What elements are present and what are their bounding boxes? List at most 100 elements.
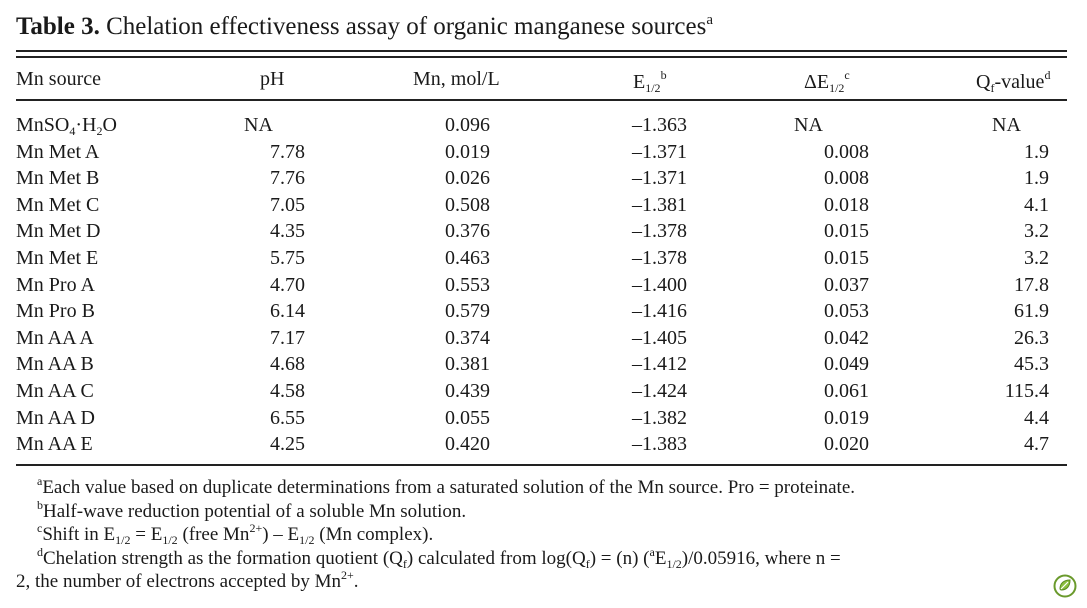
- cell-mn-mol: 0.096: [445, 114, 490, 136]
- cell-qf-value: 115.4: [1004, 379, 1049, 402]
- cell-qf-value: 3.2: [1024, 220, 1049, 243]
- cell-delta-e12: 0.008: [824, 140, 869, 163]
- cell-mn-source: Mn Met B: [16, 167, 100, 190]
- cell-delta-e12: 0.061: [824, 379, 869, 402]
- cell-mn-mol: 0.420: [445, 433, 490, 456]
- column-header-mn-mol: Mn, mol/L: [413, 68, 500, 90]
- cell-mn-mol: 0.055: [445, 406, 490, 429]
- cell-ph: 4.58: [270, 379, 305, 402]
- cell-mn-source: Mn AA B: [16, 353, 94, 376]
- column-header-mn-source: Mn source: [16, 68, 101, 90]
- table-row: Mn AA D 6.55 0.055 –1.382 0.019 4.4: [16, 405, 1049, 432]
- cell-mn-source: Mn Met C: [16, 193, 100, 216]
- cell-delta-e12: 0.019: [824, 406, 869, 429]
- cell-delta-e12: NA: [794, 114, 823, 136]
- cell-mn-mol: 0.553: [445, 273, 490, 296]
- column-header-ph: pH: [260, 68, 285, 90]
- cell-mn-source: MnSO4·H2O: [16, 114, 117, 138]
- cell-e12: –1.378: [632, 246, 687, 269]
- cell-mn-mol: 0.381: [445, 353, 490, 376]
- footnote-a: aEach value based on duplicate determina…: [37, 474, 856, 498]
- cell-e12: –1.378: [632, 220, 687, 243]
- cell-ph: 4.35: [270, 220, 305, 243]
- table-title-text: Chelation effectiveness assay of organic…: [106, 13, 707, 40]
- cell-ph: 6.55: [270, 406, 305, 429]
- cell-mn-source: Mn AA D: [16, 406, 95, 429]
- cell-ph: 5.75: [270, 246, 305, 269]
- cell-mn-mol: 0.579: [445, 300, 490, 323]
- top-double-rule-lower: [16, 56, 1067, 58]
- cell-ph: 7.78: [270, 140, 305, 163]
- footnote-d: dChelation strength as the formation quo…: [37, 544, 841, 571]
- table-row: Mn Met E 5.75 0.463 –1.378 0.015 3.2: [16, 245, 1049, 272]
- cell-mn-mol: 0.374: [445, 326, 490, 349]
- cell-qf-value: 61.9: [1014, 300, 1049, 323]
- cell-mn-source: Mn AA A: [16, 326, 94, 349]
- cell-delta-e12: 0.042: [824, 326, 869, 349]
- cell-mn-source: Mn AA C: [16, 379, 94, 402]
- cell-qf-value: 45.3: [1014, 353, 1049, 376]
- table-row: Mn AA A 7.17 0.374 –1.405 0.042 26.3: [16, 325, 1049, 352]
- table-row: Mn Met D 4.35 0.376 –1.378 0.015 3.2: [16, 218, 1049, 245]
- cell-qf-value: 1.9: [1024, 140, 1049, 163]
- cell-e12: –1.383: [632, 433, 687, 456]
- cell-ph: 7.76: [270, 167, 305, 190]
- cell-ph: 7.17: [270, 326, 305, 349]
- table-row: Mn AA B 4.68 0.381 –1.412 0.049 45.3: [16, 351, 1049, 378]
- cell-delta-e12: 0.020: [824, 433, 869, 456]
- cell-qf-value: 4.1: [1024, 193, 1049, 216]
- cell-ph: 4.25: [270, 433, 305, 456]
- cell-delta-e12: 0.018: [824, 193, 869, 216]
- leaf-badge-icon: [1053, 574, 1077, 598]
- table-row: Mn AA C 4.58 0.439 –1.424 0.061 115.4: [16, 378, 1049, 405]
- table-row: Mn AA E 4.25 0.420 –1.383 0.020 4.7: [16, 431, 1049, 458]
- cell-ph: NA: [244, 114, 273, 136]
- column-header-e12: E1/2b: [633, 68, 667, 95]
- table-row: MnSO4·H2O NA 0.096 –1.363 NA NA: [16, 112, 1049, 139]
- table-row: Mn Met A 7.78 0.019 –1.371 0.008 1.9: [16, 139, 1049, 166]
- cell-qf-value: 26.3: [1014, 326, 1049, 349]
- cell-qf-value: 17.8: [1014, 273, 1049, 296]
- table-title: Table 3. Chelation effectiveness assay o…: [16, 12, 713, 41]
- cell-ph: 7.05: [270, 193, 305, 216]
- cell-mn-source: Mn Met D: [16, 220, 101, 243]
- cell-e12: –1.412: [632, 353, 687, 376]
- cell-e12: –1.363: [632, 114, 687, 136]
- cell-e12: –1.416: [632, 300, 687, 323]
- cell-delta-e12: 0.037: [824, 273, 869, 296]
- cell-delta-e12: 0.053: [824, 300, 869, 323]
- cell-qf-value: 4.7: [1024, 433, 1049, 456]
- cell-e12: –1.424: [632, 379, 687, 402]
- cell-qf-value: 3.2: [1024, 246, 1049, 269]
- column-header-qf-value: Qf-valued: [976, 68, 1051, 95]
- cell-ph: 4.68: [270, 353, 305, 376]
- cell-mn-source: Mn Pro A: [16, 273, 95, 296]
- cell-qf-value: 1.9: [1024, 167, 1049, 190]
- cell-delta-e12: 0.015: [824, 220, 869, 243]
- cell-ph: 4.70: [270, 273, 305, 296]
- cell-delta-e12: 0.049: [824, 353, 869, 376]
- cell-qf-value: NA: [992, 114, 1021, 136]
- table-row: Mn Met C 7.05 0.508 –1.381 0.018 4.1: [16, 192, 1049, 219]
- cell-e12: –1.400: [632, 273, 687, 296]
- table-title-label: Table 3.: [16, 13, 100, 40]
- cell-mn-mol: 0.439: [445, 379, 490, 402]
- cell-mn-mol: 0.463: [445, 246, 490, 269]
- cell-mn-source: Mn Met E: [16, 246, 99, 269]
- cell-mn-source: Mn Met A: [16, 140, 100, 163]
- footnote-c: cShift in E1/2 = E1/2 (free Mn2+) – E1/2…: [37, 521, 434, 547]
- cell-mn-mol: 0.376: [445, 220, 490, 243]
- cell-delta-e12: 0.008: [824, 167, 869, 190]
- cell-qf-value: 4.4: [1024, 406, 1049, 429]
- footnote-b: bHalf-wave reduction potential of a solu…: [37, 497, 467, 522]
- footnote-d-continued: 2, the number of electrons accepted by M…: [16, 568, 359, 592]
- cell-mn-mol: 0.026: [445, 167, 490, 190]
- data-table: MnSO4·H2O NA 0.096 –1.363 NA NA Mn Met A…: [16, 112, 1049, 458]
- top-double-rule-upper: [16, 50, 1067, 52]
- cell-delta-e12: 0.015: [824, 246, 869, 269]
- cell-ph: 6.14: [270, 300, 305, 323]
- column-header-delta-e12: ΔE1/2c: [804, 68, 850, 95]
- cell-mn-mol: 0.019: [445, 140, 490, 163]
- table-row: Mn Pro A 4.70 0.553 –1.400 0.037 17.8: [16, 272, 1049, 299]
- table-row: Mn Met B 7.76 0.026 –1.371 0.008 1.9: [16, 165, 1049, 192]
